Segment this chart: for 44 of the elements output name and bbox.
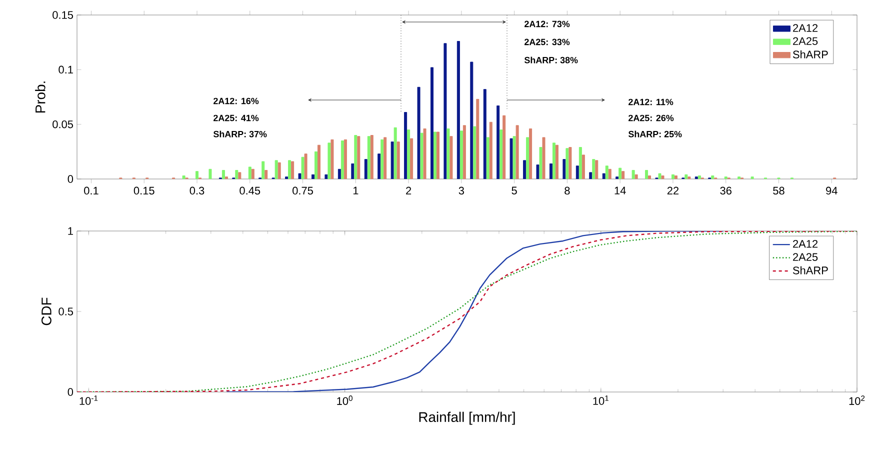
- y-axis-title: CDF: [42, 298, 52, 326]
- legend-label: 2A12: [793, 240, 818, 248]
- x-tick-label: 0.3: [190, 186, 204, 195]
- annotation: 2A12: 73%: [524, 20, 570, 28]
- y-tick-label: 0.1: [58, 66, 73, 74]
- annotation: 2A12: 11%: [628, 98, 674, 106]
- x-tick-label: 0.1: [84, 186, 98, 195]
- x-tick-label: 3: [458, 186, 464, 195]
- legend-label: 2A25: [793, 37, 818, 45]
- x-tick-label: 22: [667, 186, 679, 194]
- legend-label: ShARP: [792, 266, 828, 274]
- y-tick-label: 0: [68, 388, 74, 396]
- x-tick-label: 10$^{1}$: [593, 396, 609, 405]
- legend-label: 2A25: [793, 253, 818, 261]
- annotation: ShARP: 37%: [213, 130, 267, 138]
- x-tick-label: 0.15: [134, 186, 154, 195]
- x-tick-label: 5: [512, 186, 517, 194]
- y-tick-label: 0.5: [58, 308, 74, 316]
- x-axis-title: Rainfall [mm/hr]: [419, 412, 515, 425]
- x-tick-label: 0.45: [240, 186, 260, 195]
- x-tick-label: 36: [720, 186, 732, 195]
- annotation: ShARP: 38%: [524, 56, 578, 64]
- y-tick-label: 1: [68, 227, 73, 235]
- y-axis-title: Prob.: [35, 82, 46, 113]
- y-tick-label: 0: [68, 175, 74, 183]
- x-tick-label: 10$^{0}$: [337, 396, 352, 405]
- annotation: 2A25: 26%: [628, 114, 674, 122]
- annotation: 2A12: 16%: [214, 98, 259, 104]
- x-tick-label: 8: [564, 186, 570, 195]
- legend-label: 2A12: [793, 24, 818, 32]
- y-tick-label: 0.15: [52, 11, 74, 19]
- x-tick-label: 10$^{-1}$: [80, 396, 98, 405]
- x-tick-label: 58: [773, 186, 784, 195]
- annotation: 2A25: 41%: [214, 114, 259, 122]
- x-tick-label: 94: [826, 186, 838, 195]
- annotation: ShARP: 25%: [628, 130, 682, 138]
- x-tick-label: 1: [353, 186, 358, 194]
- x-tick-label: 10$^{2}$: [849, 396, 865, 405]
- x-tick-label: 0.75: [292, 186, 313, 195]
- x-tick-label: 2: [406, 186, 412, 194]
- legend-label: ShARP: [792, 50, 828, 58]
- x-tick-label: 14: [614, 186, 626, 194]
- y-tick-label: 0.05: [52, 120, 74, 128]
- annotation: 2A25: 33%: [524, 38, 570, 46]
